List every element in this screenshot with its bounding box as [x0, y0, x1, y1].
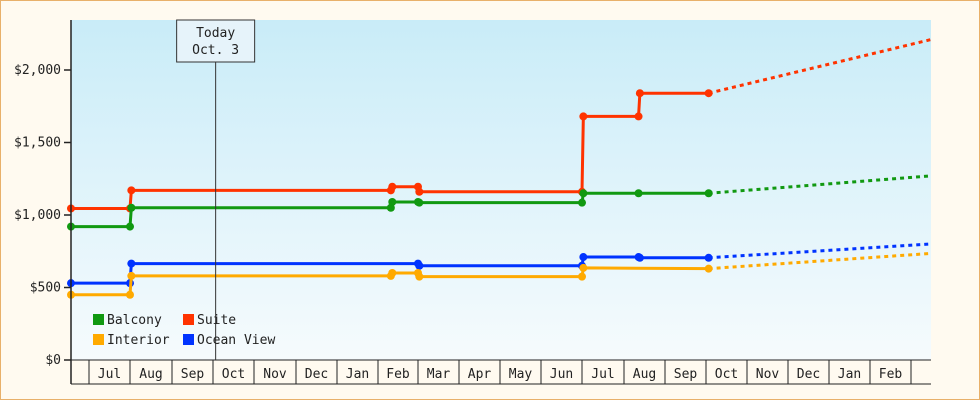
x-tick-label: Dec [797, 367, 820, 382]
data-point-interior [388, 269, 397, 277]
x-tick-label: Oct [222, 367, 245, 382]
data-point-balcony [634, 189, 643, 198]
x-tick-label: May [509, 367, 533, 382]
data-point-ocean-view [127, 259, 136, 268]
x-tick-label: Oct [715, 367, 738, 382]
x-tick-label: Feb [879, 367, 903, 382]
x-tick-label: Jul [591, 367, 614, 382]
today-label: Today [196, 26, 235, 41]
x-tick-label: Jan [838, 367, 861, 382]
legend-swatch-ocean-view [183, 334, 194, 345]
data-point-balcony [579, 189, 588, 198]
data-point-balcony [388, 197, 397, 206]
y-tick-label: $1,500 [14, 136, 61, 151]
x-tick-label: Jul [98, 367, 121, 382]
data-point-balcony [578, 198, 586, 207]
projection-line-balcony [708, 174, 932, 195]
data-point-suite [634, 112, 643, 121]
y-tick-label: $1,000 [14, 208, 61, 223]
y-tick-label: $2,000 [14, 63, 61, 78]
data-point-interior [579, 263, 588, 272]
x-tick-label: Nov [263, 367, 287, 382]
data-point-interior [126, 290, 134, 299]
today-date: Oct. 3 [192, 43, 239, 58]
data-point-suite [127, 186, 136, 195]
x-tick-label: Apr [468, 367, 492, 382]
legend-swatch-interior [93, 334, 104, 345]
x-tick-label: Jun [550, 367, 573, 382]
legend-label-balcony: Balcony [107, 313, 162, 328]
data-point-interior [415, 272, 424, 281]
data-point-suite [415, 187, 424, 196]
legend-swatch-suite [183, 314, 194, 325]
series-line-interior [71, 266, 709, 297]
legend-label-ocean-view: Ocean View [197, 333, 275, 348]
legend-label-suite: Suite [197, 313, 236, 328]
x-tick-label: Aug [139, 367, 162, 382]
data-point-interior [127, 271, 136, 280]
data-point-interior [578, 272, 586, 281]
x-tick-label: Jan [346, 367, 369, 382]
projection-line-interior [708, 251, 932, 271]
projection-line-ocean-view [708, 242, 932, 260]
data-point-ocean-view [579, 253, 588, 262]
x-tick-label: Sep [181, 367, 205, 382]
data-point-suite [579, 112, 588, 121]
data-point-suite [635, 89, 644, 98]
y-tick-label: $0 [45, 353, 61, 368]
today-box [176, 19, 256, 63]
x-tick-label: Sep [674, 367, 698, 382]
x-tick-label: Nov [756, 367, 780, 382]
data-point-ocean-view [635, 253, 644, 262]
x-tick-label: Aug [633, 367, 656, 382]
legend-label-interior: Interior [107, 333, 170, 348]
x-tick-label: Dec [305, 367, 328, 382]
y-tick-label: $500 [30, 281, 61, 296]
legend-swatch-balcony [93, 314, 104, 325]
data-point-ocean-view [415, 261, 424, 270]
data-point-balcony [126, 222, 134, 231]
data-point-balcony [127, 203, 136, 212]
data-point-balcony [415, 198, 424, 207]
projection-line-suite [708, 38, 932, 95]
data-point-suite [388, 182, 397, 191]
x-tick-label: Feb [386, 367, 410, 382]
x-tick-label: Mar [427, 367, 451, 382]
